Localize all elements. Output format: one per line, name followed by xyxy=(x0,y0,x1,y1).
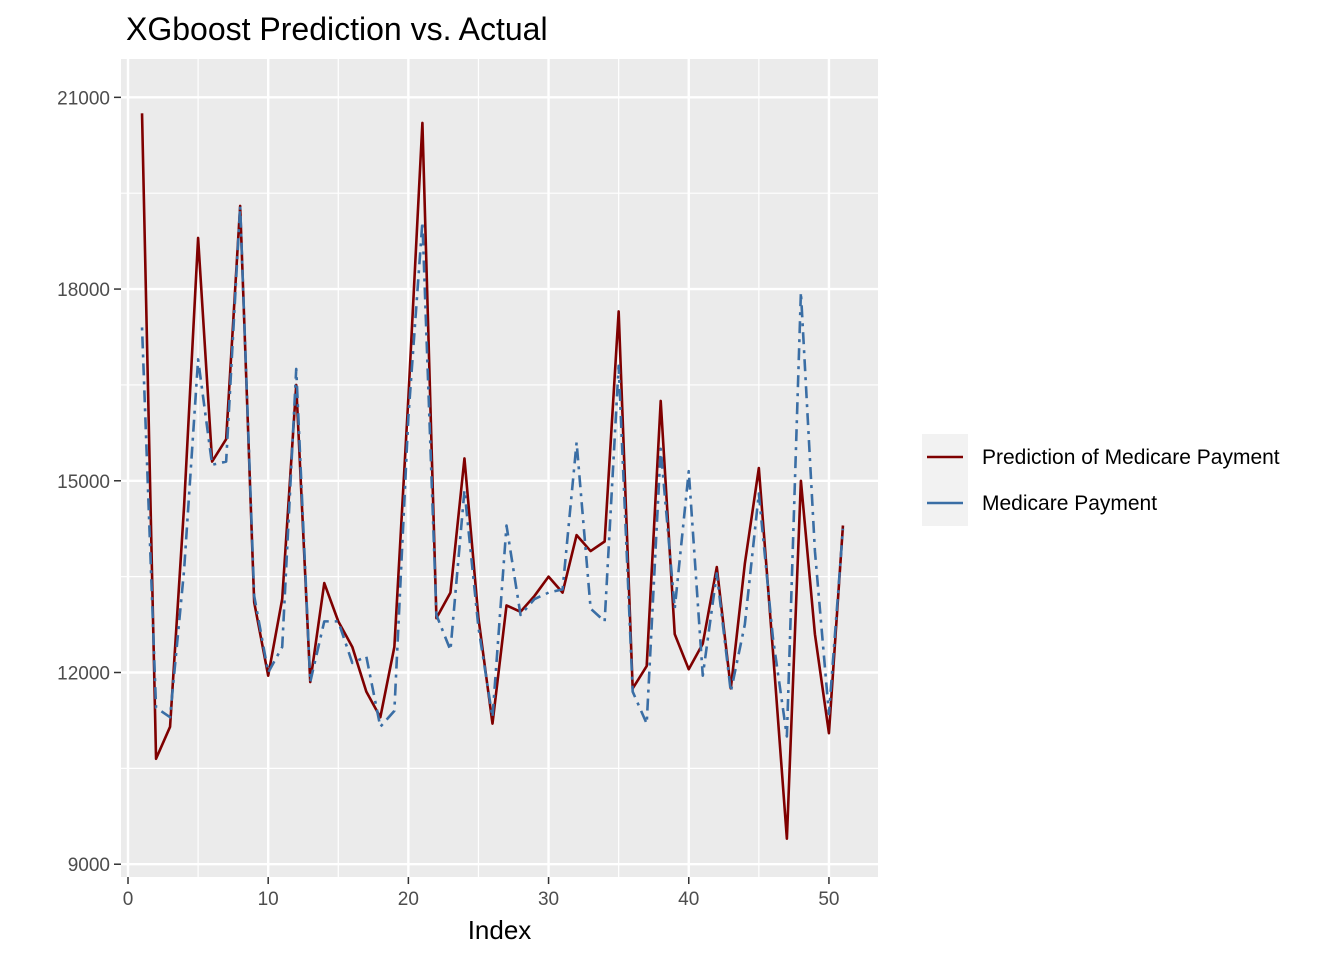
x-axis-title: Index xyxy=(468,915,532,945)
plot-panel xyxy=(121,59,878,877)
y-tick-label: 12000 xyxy=(57,664,110,685)
x-tick-label: 30 xyxy=(538,889,559,910)
x-tick-label: 50 xyxy=(818,889,839,910)
legend-label-2: Medicare Payment xyxy=(982,492,1157,515)
legend-key-background xyxy=(922,434,968,526)
chart-title: XGboost Prediction vs. Actual xyxy=(126,11,548,47)
y-tick-label: 21000 xyxy=(57,88,110,109)
y-tick-label: 18000 xyxy=(57,280,110,301)
series-layer xyxy=(140,113,845,840)
x-tick-labels: 0 10 20 30 40 50 xyxy=(123,889,840,910)
series-line-2 xyxy=(140,204,845,738)
x-tick-label: 40 xyxy=(678,889,699,910)
y-tick-labels: 9000 12000 15000 18000 21000 xyxy=(57,88,110,876)
x-tick-label: 20 xyxy=(398,889,419,910)
y-tick-label: 9000 xyxy=(68,855,110,876)
legend-label-1: Prediction of Medicare Payment xyxy=(982,446,1280,469)
y-tick-label: 15000 xyxy=(57,472,110,493)
x-tick-label: 10 xyxy=(258,889,279,910)
legend: Prediction of Medicare Payment Medicare P… xyxy=(922,434,1280,526)
axis-ticks xyxy=(114,96,830,884)
x-tick-label: 0 xyxy=(123,889,134,910)
